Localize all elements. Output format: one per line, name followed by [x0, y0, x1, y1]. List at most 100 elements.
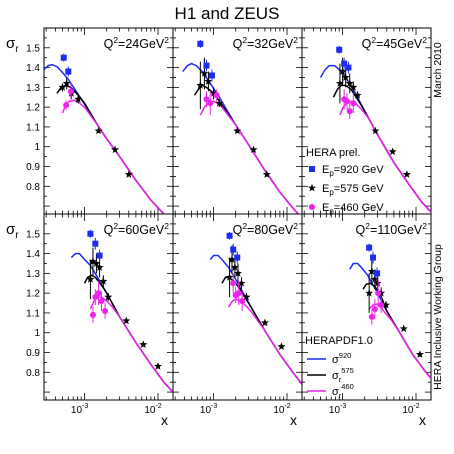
- point-e575: [237, 279, 246, 287]
- x-axis-label: x: [419, 412, 426, 428]
- y-tick-label: 0.9: [26, 348, 40, 359]
- x-tick-label: 10-2: [273, 403, 290, 416]
- point-e575: [415, 350, 424, 358]
- point-e920: [345, 64, 352, 71]
- point-e460: [235, 290, 242, 297]
- point-e575: [88, 257, 97, 265]
- point-e460: [92, 294, 99, 301]
- point-e920: [203, 62, 210, 69]
- panel-plot-area: [182, 39, 300, 214]
- chart-title: H1 and ZEUS: [175, 4, 280, 23]
- x-tick-label: 10-3: [200, 403, 217, 416]
- panel-4: 0.8 0.9 1 1.1 1.2 1.3 1.4 1.5 σr 10-3 10-2x Q2=60Ge…: [6, 213, 174, 428]
- x-axis-label: x: [290, 412, 297, 428]
- side-label-bottom-group: HERA Inclusive Working Group: [432, 244, 444, 390]
- y-tick-label: 1.5: [26, 43, 40, 54]
- y-tick-label: 0.8: [26, 182, 40, 193]
- point-e460: [344, 98, 351, 105]
- point-e460: [239, 298, 246, 305]
- point-e575: [209, 89, 218, 97]
- point-e920: [96, 252, 103, 259]
- legend-data-title: HERA prel.: [306, 147, 360, 159]
- y-axis-label: σr: [6, 221, 19, 241]
- panel-frame: [43, 213, 174, 401]
- point-e575: [260, 318, 269, 327]
- x-axis-label: x: [161, 412, 168, 428]
- side-label-bottom: HERA Inclusive Working Group: [432, 244, 444, 390]
- y-tick-label: 1: [34, 328, 40, 339]
- legend-fit-label-hera920: σ920: [332, 351, 351, 366]
- point-e575: [353, 91, 362, 99]
- legend-data: HERA prel. Ep=920 GeV Ep=575 GeV Ep=460 GeV: [306, 147, 384, 216]
- y-tick-label: 1.1: [26, 122, 40, 133]
- curve-hera460: [61, 99, 165, 214]
- panel-1: 0.8 0.9 1 1.1 1.2 1.3 1.4 1.5 σr Q2=24GeV2: [6, 27, 174, 215]
- y-tick-label: 1.1: [26, 308, 40, 319]
- point-e460: [378, 302, 385, 309]
- legend-label-e460: Ep=460 GeV: [322, 202, 384, 216]
- point-e575: [196, 81, 205, 89]
- y-axis-label: σr: [6, 35, 19, 55]
- point-e460: [102, 307, 109, 314]
- point-e460: [203, 96, 210, 103]
- point-e460: [95, 290, 102, 297]
- legend-fit-label-hera460: σr460: [332, 382, 354, 400]
- point-e575: [371, 126, 380, 135]
- y-tick-label: 1.5: [26, 229, 40, 240]
- y-tick-label: 0.9: [26, 162, 40, 173]
- point-e920: [341, 60, 348, 67]
- point-e575: [215, 98, 224, 107]
- point-e575: [154, 362, 163, 370]
- point-e575: [74, 95, 83, 103]
- point-e575: [95, 263, 104, 271]
- point-e575: [402, 170, 411, 178]
- point-e575: [242, 292, 251, 301]
- panel-plot-area: [319, 45, 431, 213]
- legend-label-e575: Ep=575 GeV: [322, 183, 384, 197]
- point-e575: [94, 126, 103, 135]
- point-e575: [341, 73, 350, 81]
- point-e460: [98, 298, 105, 305]
- panel-frame: [301, 213, 432, 401]
- point-e575: [277, 342, 286, 350]
- y-tick-label: 0.8: [26, 368, 40, 379]
- y-tick-label: 1.3: [26, 269, 40, 280]
- point-e575: [377, 288, 386, 297]
- x-tick-label: 10-2: [144, 403, 161, 416]
- curve-hera460: [227, 298, 302, 385]
- panel-frame: [172, 213, 303, 401]
- point-e575: [99, 277, 108, 285]
- panel-plot-area: [349, 243, 431, 379]
- point-e575: [349, 83, 358, 91]
- point-e575: [388, 147, 397, 156]
- panel-q2-label: Q2=45GeV2: [362, 35, 428, 51]
- point-e460: [89, 311, 96, 318]
- y-tick-label: 1.2: [26, 289, 40, 300]
- point-e575: [399, 324, 408, 333]
- curve-hera460: [199, 100, 300, 214]
- curve-hera920: [70, 252, 173, 393]
- point-e920: [336, 46, 343, 53]
- point-e575: [335, 79, 344, 87]
- point-e575: [381, 300, 390, 309]
- point-e575: [111, 145, 120, 154]
- panel-q2-label: Q2=60GeV2: [104, 221, 170, 237]
- point-e920: [65, 68, 72, 75]
- panel-5: 10-3 10-2x Q2=80GeV2: [172, 213, 303, 428]
- point-e575: [104, 292, 113, 301]
- y-tick-label: 1.4: [26, 63, 40, 74]
- legend-fit-label-hera575: σr575: [332, 366, 354, 384]
- panel-q2-label: Q2=24GeV2: [104, 35, 170, 51]
- point-e575: [367, 267, 376, 275]
- point-e920: [87, 230, 94, 237]
- point-e575: [233, 126, 242, 135]
- point-e460: [346, 108, 353, 115]
- point-e575: [262, 170, 271, 178]
- point-e575: [124, 170, 133, 178]
- point-e575: [249, 145, 258, 154]
- point-e920: [197, 40, 204, 47]
- y-tick-label: 1: [34, 142, 40, 153]
- legend-marker-e920: [309, 166, 315, 172]
